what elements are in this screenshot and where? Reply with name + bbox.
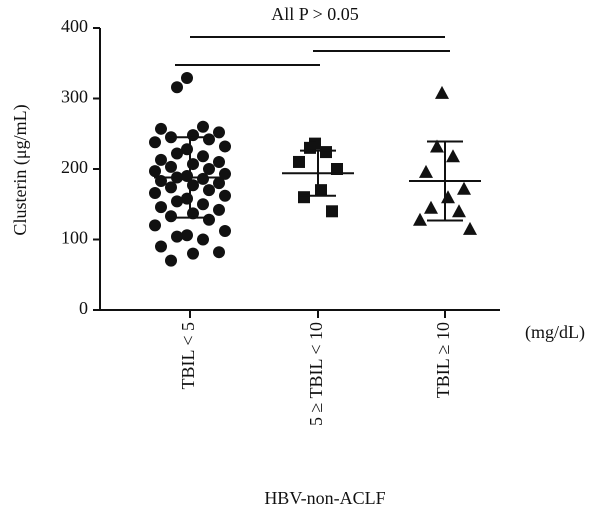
data-point xyxy=(457,181,471,195)
data-point xyxy=(419,164,433,178)
data-point xyxy=(203,163,215,175)
data-point xyxy=(149,219,161,232)
y-tick-label: 300 xyxy=(61,87,88,107)
data-point xyxy=(165,210,177,223)
y-axis-label: Clusterin (μg/mL) xyxy=(10,104,31,235)
data-point xyxy=(197,150,209,163)
y-tick-label: 0 xyxy=(79,298,88,318)
data-point xyxy=(171,230,183,243)
data-point xyxy=(155,122,167,135)
x-axis-label: HBV-non-ACLF xyxy=(264,488,385,508)
data-point xyxy=(320,146,332,159)
data-point xyxy=(430,139,444,153)
data-point xyxy=(446,149,460,163)
data-point xyxy=(219,225,231,238)
data-point xyxy=(293,155,305,168)
data-point xyxy=(326,205,338,218)
data-point xyxy=(187,129,199,142)
data-point xyxy=(187,158,199,171)
x-tick-label: 5 ≥ TBIL < 10 xyxy=(306,322,326,426)
data-point xyxy=(304,141,316,154)
data-point xyxy=(213,126,225,139)
data-point xyxy=(213,246,225,259)
data-point xyxy=(463,221,477,235)
data-point xyxy=(155,201,167,214)
data-point xyxy=(213,155,225,168)
data-point xyxy=(424,200,438,214)
data-point xyxy=(197,198,209,211)
data-point xyxy=(171,147,183,160)
data-point xyxy=(149,186,161,199)
data-point xyxy=(203,184,215,197)
data-point xyxy=(315,184,327,197)
data-point xyxy=(213,177,225,190)
data-point xyxy=(203,213,215,226)
x-tick-label: TBIL < 5 xyxy=(178,322,198,389)
data-point xyxy=(219,140,231,153)
data-point xyxy=(435,85,449,99)
data-point xyxy=(298,191,310,204)
data-point xyxy=(165,160,177,173)
data-point xyxy=(197,120,209,133)
data-point xyxy=(165,254,177,267)
data-point xyxy=(197,172,209,185)
data-point xyxy=(452,204,466,218)
data-point xyxy=(197,233,209,246)
data-point xyxy=(155,240,167,253)
data-point xyxy=(213,203,225,216)
data-point xyxy=(187,247,199,260)
data-point xyxy=(219,189,231,202)
data-point xyxy=(181,229,193,242)
data-point xyxy=(149,165,161,178)
x-unit: (mg/dL) xyxy=(525,322,585,343)
y-tick-label: 100 xyxy=(61,228,88,248)
data-point xyxy=(149,136,161,149)
data-point xyxy=(181,72,193,85)
data-point xyxy=(187,179,199,192)
data-point xyxy=(165,181,177,194)
data-point xyxy=(331,163,343,175)
annotation: All P > 0.05 xyxy=(271,4,359,24)
y-tick-label: 400 xyxy=(61,16,88,36)
y-tick-label: 200 xyxy=(61,157,88,177)
data-point xyxy=(171,195,183,208)
data-point xyxy=(203,133,215,146)
data-point xyxy=(413,212,427,226)
x-tick-label: TBIL ≥ 10 xyxy=(433,322,453,398)
data-point xyxy=(155,153,167,166)
data-point xyxy=(171,81,183,94)
data-point xyxy=(441,190,455,204)
